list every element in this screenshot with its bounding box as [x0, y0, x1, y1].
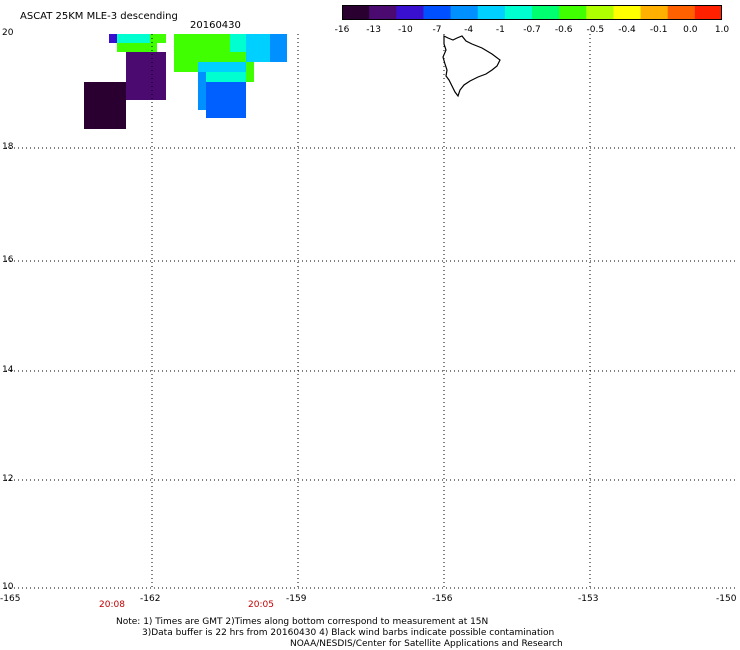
- map-title: ASCAT 25KM MLE-3 descending: [20, 11, 178, 22]
- color-swatch: [667, 5, 696, 20]
- color-swatch: [369, 5, 397, 20]
- graticule: [6, 34, 736, 589]
- data-cell: [109, 34, 117, 43]
- lat-label: 10: [2, 582, 14, 592]
- color-scale-tick-label: -4: [464, 25, 474, 35]
- data-cell: [246, 34, 270, 62]
- color-scale-tick-label: -10: [397, 25, 413, 35]
- color-scale-tick-label: -0.7: [523, 25, 541, 35]
- color-scale-tick-label: -0.4: [618, 25, 636, 35]
- color-scale-tick-label: -0.1: [649, 25, 668, 35]
- lon-label: -165: [0, 594, 21, 604]
- lat-label: 18: [2, 142, 14, 152]
- data-cell: [150, 34, 166, 43]
- lon-label: -150: [716, 594, 737, 604]
- lat-label: 16: [2, 255, 14, 265]
- note-line: NOAA/NESDIS/Center for Satellite Applica…: [290, 639, 563, 649]
- color-swatch: [559, 5, 587, 20]
- color-scale-tick-label: -13: [366, 25, 381, 35]
- lat-label: 14: [2, 365, 14, 375]
- map-date: 20160430: [190, 20, 241, 31]
- color-scale-tick-label: -0.6: [554, 25, 573, 35]
- data-cell: [84, 82, 126, 129]
- color-scale-tick-label: -0.5: [586, 25, 605, 35]
- data-cell: [117, 43, 157, 52]
- color-swatch: [586, 5, 614, 20]
- color-scale: [342, 5, 722, 20]
- color-scale-tick-label: 0.0: [683, 25, 698, 35]
- color-scale-tick-label: 1.0: [714, 25, 730, 35]
- color-swatch: [640, 5, 669, 20]
- color-swatch: [504, 5, 533, 20]
- data-cell: [206, 72, 246, 82]
- time-label: 20:08: [99, 600, 125, 610]
- time-label: 20:05: [248, 600, 274, 610]
- color-swatch: [477, 5, 506, 20]
- hawaii-coastline: [442, 35, 501, 98]
- note-line: 3)Data buffer is 22 hrs from 20160430 4)…: [142, 628, 555, 638]
- lon-label: -159: [286, 594, 307, 604]
- color-scale-tick-label: -1: [495, 25, 505, 35]
- color-swatch: [396, 5, 424, 20]
- data-cell: [117, 34, 150, 43]
- color-swatch: [423, 5, 452, 20]
- mle-swath-cells: [84, 34, 287, 129]
- color-swatch: [613, 5, 642, 20]
- lon-label: -162: [140, 594, 161, 604]
- lon-label: -156: [432, 594, 453, 604]
- lon-label: -153: [578, 594, 599, 604]
- data-cell: [198, 72, 206, 110]
- color-swatch: [694, 5, 722, 20]
- color-swatch: [532, 5, 560, 20]
- note-line: Note: 1) Times are GMT 2)Times along bot…: [116, 617, 489, 627]
- color-swatch: [342, 5, 370, 20]
- data-cell: [198, 62, 246, 72]
- color-scale-tick-label: -7: [432, 25, 442, 35]
- data-cell: [126, 52, 166, 100]
- lat-label: 20: [2, 28, 14, 38]
- lat-label: 12: [2, 474, 14, 484]
- data-cell: [230, 52, 246, 62]
- data-cell: [230, 34, 246, 52]
- data-cell: [206, 82, 246, 118]
- color-swatch: [450, 5, 479, 20]
- data-cell: [270, 34, 287, 62]
- color-scale-tick-label: -16: [334, 25, 350, 35]
